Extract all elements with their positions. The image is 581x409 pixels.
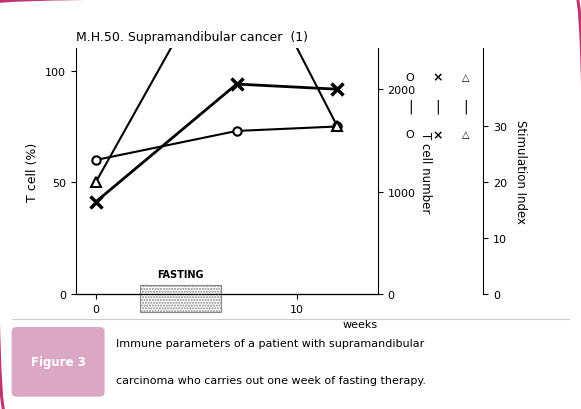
Text: M.H.50. Supramandibular cancer  (1): M.H.50. Supramandibular cancer (1) [76, 31, 307, 44]
Y-axis label: Stimulation Index: Stimulation Index [514, 120, 527, 224]
Text: O: O [406, 73, 415, 83]
Text: ×: × [432, 128, 443, 142]
Text: weeks: weeks [343, 319, 378, 329]
Y-axis label: T cell (%): T cell (%) [26, 142, 40, 201]
Y-axis label: T cell number: T cell number [419, 131, 432, 212]
Text: |: | [408, 99, 413, 114]
Text: carcinoma who carries out one week of fasting therapy.: carcinoma who carries out one week of fa… [116, 375, 426, 385]
Text: FASTING: FASTING [157, 269, 203, 279]
Text: Figure 3: Figure 3 [31, 355, 85, 369]
Text: ×: × [432, 71, 443, 84]
Text: O: O [406, 130, 415, 140]
Text: △: △ [462, 130, 469, 140]
Text: |: | [463, 99, 468, 114]
Bar [140, 285, 221, 312]
Text: Immune parameters of a patient with supramandibular: Immune parameters of a patient with supr… [116, 339, 425, 348]
Text: △: △ [462, 73, 469, 83]
Text: |: | [435, 99, 440, 114]
